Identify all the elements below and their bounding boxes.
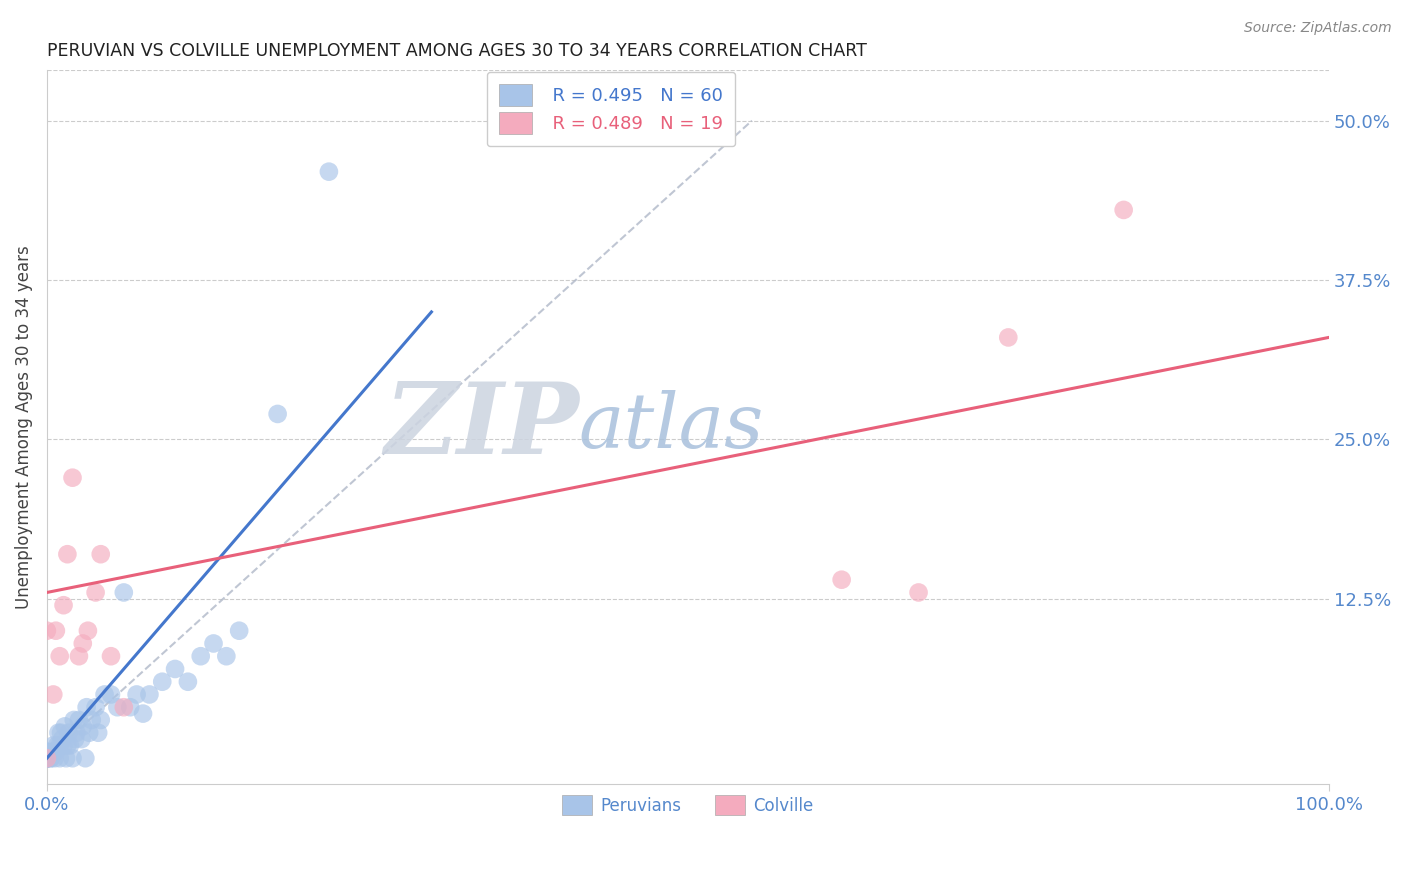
Point [52,739,75,753]
Point [831,573,853,587]
Point [48,649,70,664]
Point [56,547,79,561]
Point [35,745,58,759]
Point [77,624,100,638]
Point [39,751,62,765]
Point [45,624,67,638]
Point [907,585,929,599]
Point [53,719,76,733]
Point [215,649,238,664]
Point [177,674,200,689]
Text: atlas: atlas [579,390,765,464]
Y-axis label: Unemployment Among Ages 30 to 34 years: Unemployment Among Ages 30 to 34 years [15,244,32,608]
Point [70,732,93,747]
Point [35,751,58,765]
Point [318,164,340,178]
Point [48,751,70,765]
Point [35,751,58,765]
Point [42,745,65,759]
Point [56,739,79,753]
Point [55,751,77,765]
Point [125,688,148,702]
Point [52,598,75,612]
Point [84,585,107,599]
Point [35,751,58,765]
Point [105,700,128,714]
Text: Source: ZipAtlas.com: Source: ZipAtlas.com [1244,21,1392,35]
Point [45,745,67,759]
Point [87,725,110,739]
Point [63,732,86,747]
Point [112,700,135,714]
Point [39,751,62,765]
Point [165,662,187,676]
Point [77,725,100,739]
Point [150,674,173,689]
Point [100,688,122,702]
Legend: Peruvians, Colville: Peruvians, Colville [553,785,824,825]
Point [132,706,155,721]
Point [67,713,90,727]
Point [59,739,82,753]
Point [202,636,225,650]
Point [90,547,112,561]
Point [67,649,90,664]
Point [49,725,72,739]
Point [44,751,66,765]
Point [84,700,107,714]
Point [35,745,58,759]
Point [65,725,87,739]
Point [35,751,58,765]
Point [48,739,70,753]
Point [46,739,69,753]
Point [62,713,84,727]
Point [35,624,58,638]
Point [35,751,58,765]
Point [120,700,142,714]
Point [35,751,58,765]
Point [93,688,115,702]
Point [138,688,160,702]
Point [228,624,250,638]
Point [100,649,122,664]
Point [90,713,112,727]
Point [997,330,1019,344]
Point [62,751,84,765]
Point [76,700,98,714]
Point [51,732,73,747]
Point [35,751,58,765]
Point [41,745,63,759]
Point [72,719,94,733]
Point [80,713,103,727]
Point [35,751,58,765]
Point [62,471,84,485]
Text: ZIP: ZIP [384,378,579,475]
Point [35,751,58,765]
Point [266,407,288,421]
Point [42,688,65,702]
Point [75,751,97,765]
Point [190,649,212,664]
Point [58,725,80,739]
Point [112,585,135,599]
Point [72,636,94,650]
Point [1112,202,1135,217]
Text: PERUVIAN VS COLVILLE UNEMPLOYMENT AMONG AGES 30 TO 34 YEARS CORRELATION CHART: PERUVIAN VS COLVILLE UNEMPLOYMENT AMONG … [46,42,866,60]
Point [42,739,65,753]
Point [48,725,70,739]
